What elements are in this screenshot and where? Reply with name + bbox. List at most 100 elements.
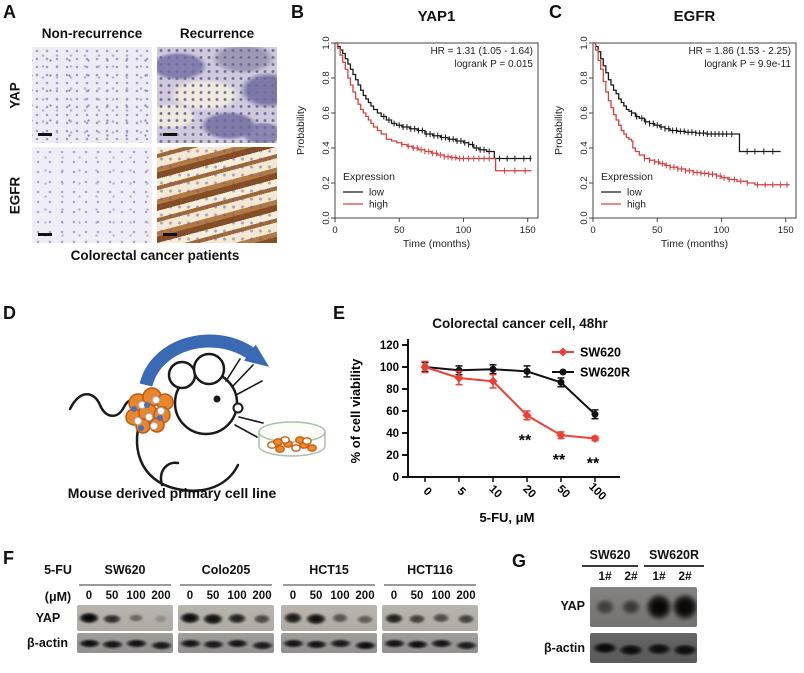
lane-label: 2# xyxy=(624,569,638,583)
protein-band xyxy=(153,615,169,623)
row-label-yap: YAP xyxy=(7,82,23,109)
blot-group-header-SW620R: SW620R xyxy=(648,548,700,562)
km-title-yap1: YAP1 xyxy=(417,8,456,25)
protein-band xyxy=(78,612,100,624)
svg-text:100: 100 xyxy=(586,481,608,503)
svg-text:0.0: 0.0 xyxy=(321,211,332,224)
ihc-image-yap-recurrence xyxy=(157,47,277,143)
ihc-image-egfr-non-recurrence xyxy=(32,147,152,243)
protein-band xyxy=(646,643,672,655)
svg-text:50: 50 xyxy=(394,225,405,236)
protein-band xyxy=(178,638,202,648)
protein-band xyxy=(225,639,249,648)
svg-text:80: 80 xyxy=(386,384,399,396)
protein-band xyxy=(620,598,642,616)
header-underline xyxy=(283,584,375,586)
protein-band xyxy=(356,614,374,624)
svg-text:120: 120 xyxy=(380,340,399,352)
blot-row-label-yap: YAP xyxy=(560,599,585,613)
km-logrank-text: logrank P = 9.9e-11 xyxy=(704,59,791,70)
km-chart-egfr: 0.0 0.2 0.4 0.6 0.8 1.0 0 50 100 150 Probability Ti… xyxy=(553,36,797,250)
svg-text:150: 150 xyxy=(520,225,536,236)
km-hr-text: HR = 1.86 (1.53 - 2.25) xyxy=(688,46,791,57)
protein-band xyxy=(595,599,615,615)
protein-band xyxy=(671,593,697,621)
header-underline xyxy=(644,565,704,567)
svg-text:0: 0 xyxy=(393,472,399,484)
blot-group-header-HCT15: HCT15 xyxy=(309,563,349,577)
yap-blot-strip xyxy=(590,587,697,627)
protein-band xyxy=(201,640,225,649)
panel-label-a: A xyxy=(3,2,16,22)
svg-text:0.8: 0.8 xyxy=(579,71,590,84)
svg-text:60: 60 xyxy=(386,406,399,418)
svg-text:0: 0 xyxy=(332,225,337,236)
panel-g-western-blot: G YAP β-actin SW620 1# 2# SW620R 1# 2# xyxy=(510,545,804,673)
svg-text:Probability: Probability xyxy=(553,105,565,155)
svg-text:high: high xyxy=(369,200,388,211)
dose-label: 100 xyxy=(431,590,451,602)
panel-f-western-blots: F 5-FU (μM) YAP β-actin SW620 0 50 100 200 Co… xyxy=(0,545,560,673)
svg-text:100: 100 xyxy=(714,225,730,236)
svg-text:0.8: 0.8 xyxy=(321,71,332,84)
blot-group-header-HCT116: HCT116 xyxy=(407,563,453,577)
svg-text:20: 20 xyxy=(386,450,399,462)
yap-blot-strip-SW620 xyxy=(77,605,173,631)
svg-text:100: 100 xyxy=(456,225,472,236)
panel-b-km-yap1: B YAP1 HR = 1.31 (1.05 - 1.64) logrank P… xyxy=(288,0,546,262)
km-hr-text: HR = 1.31 (1.05 - 1.64) xyxy=(430,46,533,57)
svg-text:Expression: Expression xyxy=(343,171,395,183)
dose-label: 50 xyxy=(309,590,323,602)
scale-bar xyxy=(38,133,52,136)
protein-band xyxy=(353,640,377,650)
svg-text:Time (months): Time (months) xyxy=(661,238,728,250)
svg-text:10: 10 xyxy=(486,483,504,501)
unit-label: (μM) xyxy=(44,590,72,604)
actin-blot-strip-HCT116 xyxy=(382,633,478,653)
lane-label: 2# xyxy=(678,569,692,583)
lane-label: 1# xyxy=(652,569,666,583)
dose-label: 100 xyxy=(330,590,350,602)
protein-band xyxy=(405,640,429,649)
panel-label-c: C xyxy=(549,2,562,22)
panel-label-b: B xyxy=(291,2,304,22)
km-title-egfr: EGFR xyxy=(673,8,716,25)
svg-text:0.0: 0.0 xyxy=(579,211,590,224)
dose-label: 200 xyxy=(252,590,272,602)
blot-lanes-container: SW620 1# 2# SW620R 1# 2# xyxy=(510,545,804,673)
panel-label-d: D xyxy=(3,303,16,323)
scale-bar xyxy=(38,233,52,236)
svg-text:40: 40 xyxy=(386,428,399,440)
protein-band xyxy=(127,613,145,623)
dose-label: 200 xyxy=(151,590,171,602)
panel-label-g: G xyxy=(512,551,527,571)
yap-blot-strip-HCT116 xyxy=(382,605,478,631)
protein-band xyxy=(124,639,148,648)
protein-band xyxy=(382,638,406,648)
dose-label: 50 xyxy=(105,590,119,602)
protein-band xyxy=(592,642,618,654)
ihc-image-egfr-recurrence xyxy=(157,147,277,243)
protein-band xyxy=(179,612,201,624)
protein-band xyxy=(250,640,274,650)
panel-d-caption: Mouse derived primary cell line xyxy=(67,485,277,501)
yap-blot-strip-Colo205 xyxy=(178,605,274,631)
protein-band xyxy=(77,638,101,648)
svg-text:% of cell viability: % of cell viability xyxy=(348,358,363,464)
svg-text:0: 0 xyxy=(421,485,434,498)
svg-text:Time (months): Time (months) xyxy=(403,238,470,250)
svg-text:0.2: 0.2 xyxy=(321,176,332,189)
svg-text:1.0: 1.0 xyxy=(321,36,332,49)
svg-text:0.4: 0.4 xyxy=(321,141,332,154)
blot-group-header-SW620: SW620 xyxy=(104,563,146,577)
lane-label: 1# xyxy=(598,569,612,583)
svg-text:**: ** xyxy=(587,456,600,473)
yap-blot-strip-HCT15 xyxy=(281,605,377,631)
svg-text:Probability: Probability xyxy=(295,105,307,155)
svg-text:**: ** xyxy=(553,452,566,469)
dose-label: 0 xyxy=(289,590,297,602)
blot-row-label-actin: β-actin xyxy=(544,641,585,655)
dose-label: 0 xyxy=(186,590,194,602)
blot-row-label-yap: YAP xyxy=(35,611,61,625)
